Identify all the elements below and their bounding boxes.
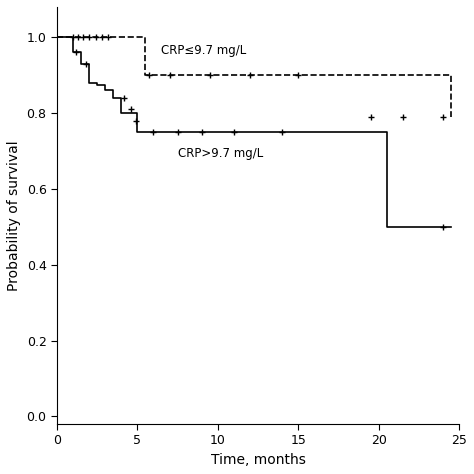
Text: CRP>9.7 mg/L: CRP>9.7 mg/L <box>178 147 263 160</box>
X-axis label: Time, months: Time, months <box>210 453 305 467</box>
Text: CRP≤9.7 mg/L: CRP≤9.7 mg/L <box>162 45 247 57</box>
Y-axis label: Probability of survival: Probability of survival <box>7 140 21 291</box>
